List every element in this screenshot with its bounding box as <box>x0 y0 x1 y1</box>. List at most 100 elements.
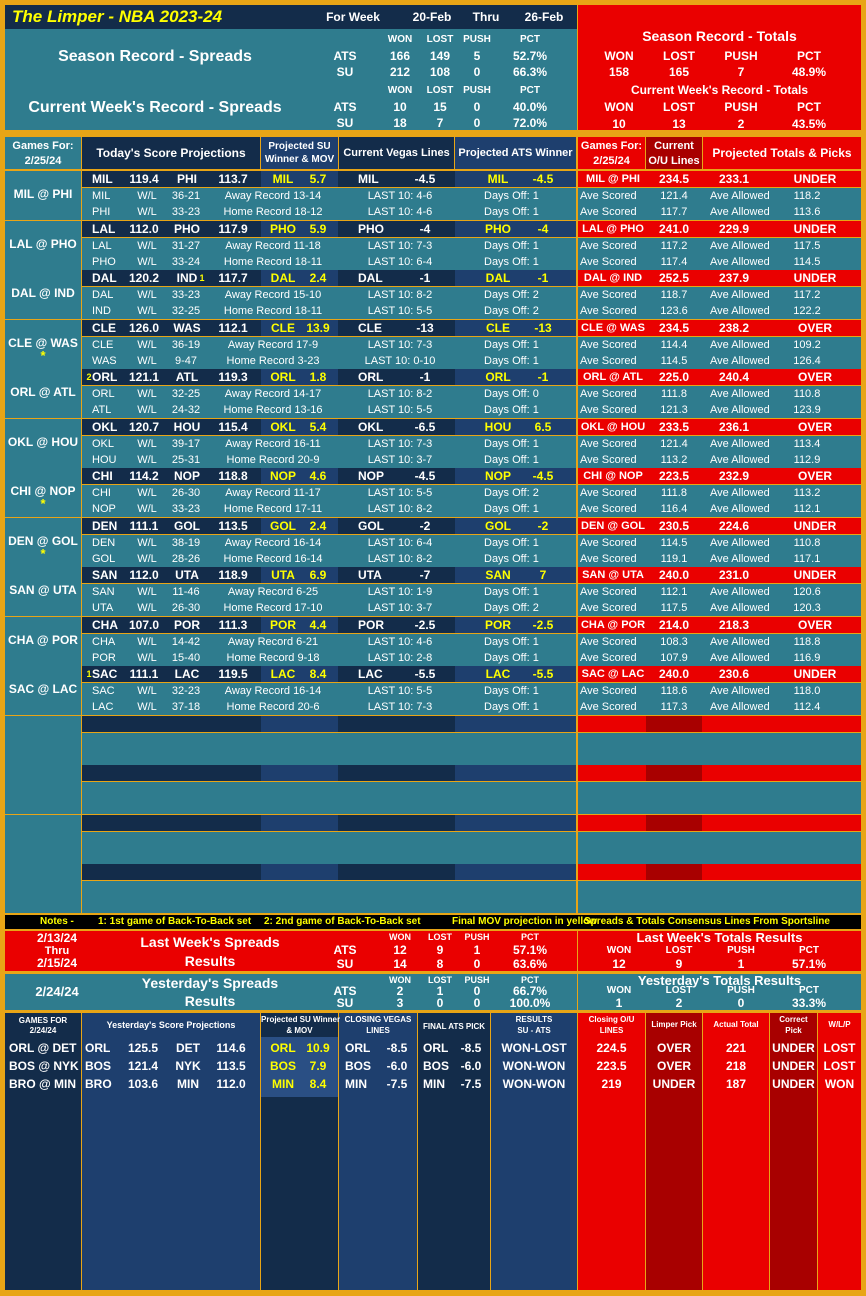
ats-team: LAC <box>485 667 511 681</box>
home-score: 117.9 <box>218 222 248 236</box>
game-label-cell <box>5 320 81 369</box>
home-score: 118.9 <box>218 568 248 582</box>
home-score: 115.4 <box>218 420 248 434</box>
star-mark <box>5 299 81 313</box>
totals-detail <box>578 238 861 270</box>
ats-cell <box>455 666 576 682</box>
y-totals-t_won: 1 <box>615 996 623 1010</box>
home-team: UTA <box>175 568 199 582</box>
away-last10: LAST 10: 8-2 <box>367 388 433 400</box>
away-ave-scored: 114.4 <box>660 339 688 351</box>
away-team: SAC <box>92 667 118 681</box>
home-days-off: Days Off: 1 <box>484 652 539 664</box>
su-cell <box>261 419 338 435</box>
season-totals-won: 158 <box>608 65 630 79</box>
vegas-line: -4.5 <box>414 172 436 186</box>
y-su-mov: 7.9 <box>309 1059 327 1073</box>
season-totals-push: 7 <box>737 65 745 79</box>
away-days-off: Days Off: 0 <box>484 388 539 400</box>
ats-label: ATS <box>333 100 357 114</box>
ave-allowed-label: Ave Allowed <box>710 503 770 515</box>
away-ave-allowed: 118.0 <box>793 685 821 697</box>
lw-totals-title: Last Week's Totals Results <box>636 930 803 945</box>
home-ave-scored: 117.4 <box>660 256 688 268</box>
su-cell <box>261 666 338 682</box>
ats-line: -1 <box>537 370 549 384</box>
lw-ats-push: 1 <box>473 943 481 957</box>
ats-team: CLE <box>486 321 510 335</box>
season-totals-title: Season Record - Totals <box>642 28 797 44</box>
home-ave-allowed: 120.3 <box>793 602 821 614</box>
matchup-label: MIL @ PHI <box>13 187 73 201</box>
home-team-sub: PHI <box>92 206 111 218</box>
home-ave-scored: 117.5 <box>660 602 688 614</box>
col-header: LOST <box>665 945 693 956</box>
col-header: PCT <box>520 34 540 45</box>
vegas-line: -1 <box>419 370 431 384</box>
game-label-cell <box>5 221 81 270</box>
note-4: Spreads & Totals Consensus Lines From Sp… <box>584 916 830 927</box>
home-wl: 15-40 <box>171 652 201 664</box>
ats-team: DAL <box>485 271 511 285</box>
away-ave-allowed: 110.8 <box>793 388 821 400</box>
y-su-highlight <box>261 1037 338 1097</box>
ave-allowed-label: Ave Allowed <box>710 404 770 416</box>
su-detail <box>261 881 338 913</box>
su-team: LAC <box>270 667 296 681</box>
y-cl-line: -8.5 <box>386 1041 408 1055</box>
y-actual: 221 <box>725 1041 747 1055</box>
totals-pick: OVER <box>797 370 832 384</box>
ave-scored-label: Ave Scored <box>580 355 637 367</box>
y-column-8 <box>703 1013 769 1290</box>
vegas-line: -2.5 <box>414 618 436 632</box>
home-ave-scored: 113.2 <box>660 454 688 466</box>
home-days-off: Days Off: 1 <box>484 206 539 218</box>
ou-matchup: OKL @ HOU <box>580 421 646 433</box>
y-column-3 <box>339 1013 417 1290</box>
vegas-team: ORL <box>358 370 384 384</box>
home-team-sub: PHO <box>92 256 116 268</box>
season-totals-lost: 165 <box>668 65 690 79</box>
column-header-6 <box>646 137 702 169</box>
away-ave-allowed: 118.8 <box>793 636 821 648</box>
home-wl: 32-25 <box>171 305 201 317</box>
vegas-line: -4 <box>419 222 431 236</box>
totals-detail <box>578 584 861 616</box>
su-detail <box>261 733 338 765</box>
y-away-score: 103.6 <box>127 1077 159 1091</box>
home-ave-allowed: 116.9 <box>793 652 821 664</box>
games-date: 2/25/24 <box>593 155 630 167</box>
home-last10: LAST 10: 0-10 <box>364 355 436 367</box>
ou-line: 240.0 <box>658 568 690 582</box>
empty-red <box>779 765 861 781</box>
home-last10: LAST 10: 5-5 <box>367 404 433 416</box>
y-actual: 218 <box>725 1059 747 1073</box>
matchup-label: CHA @ POR <box>8 633 78 647</box>
ats-label: ATS <box>333 943 357 957</box>
matchup-label: DEN @ GOL <box>8 534 78 548</box>
totals-detail <box>578 436 861 468</box>
away-record: Away Record 11-18 <box>225 240 321 252</box>
away-team-sub: ORL <box>92 388 115 400</box>
ave-allowed-label: Ave Allowed <box>710 701 770 713</box>
column-header-1 <box>82 137 260 169</box>
home-team: HOU <box>173 420 201 434</box>
away-days-off: Days Off: 2 <box>484 487 539 499</box>
away-days-off: Days Off: 1 <box>484 685 539 697</box>
ave-scored-label: Ave Scored <box>580 537 637 549</box>
home-record: Home Record 20-6 <box>226 701 320 713</box>
col-header: WON <box>389 932 411 942</box>
y-home: DET <box>176 1041 200 1055</box>
home-last10: LAST 10: 8-2 <box>367 553 433 565</box>
wl-label: W/L <box>137 305 157 317</box>
lw-su-push: 0 <box>473 957 481 971</box>
week-totals-push: 2 <box>737 117 745 131</box>
ats-cell <box>455 815 576 831</box>
totals-detail <box>578 337 861 369</box>
away-record: Away Record 11-17 <box>225 487 321 499</box>
y-totals-t_push: 0 <box>737 996 745 1010</box>
wl-label: W/L <box>137 701 157 713</box>
home-days-off: Days Off: 1 <box>484 503 539 515</box>
b2b-mark <box>196 369 208 385</box>
away-ave-scored: 117.2 <box>660 240 688 252</box>
